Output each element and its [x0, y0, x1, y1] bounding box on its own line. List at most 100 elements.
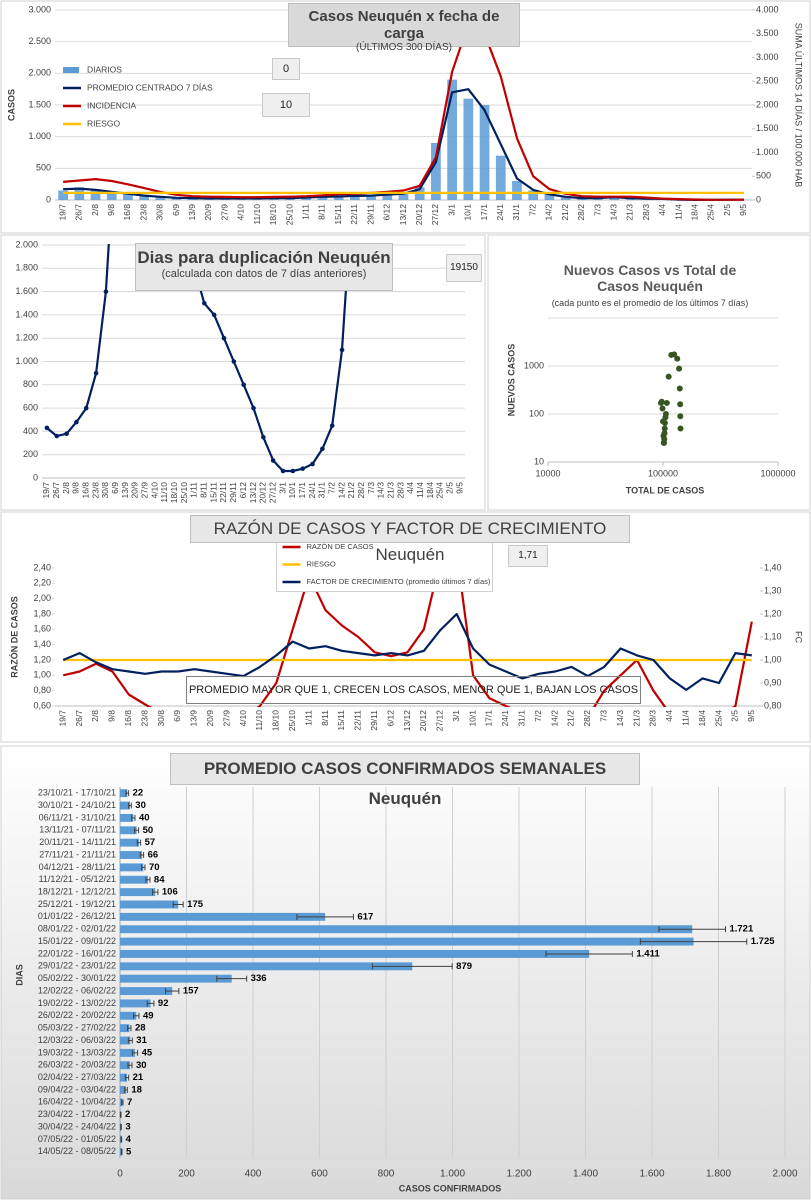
- x-tick-label: 26/7: [74, 204, 84, 221]
- x-tick-label: 1000000: [760, 468, 795, 478]
- x-tick-label: 7/3: [366, 482, 376, 494]
- y-axis-title: RAZÓN DE CASOS: [8, 596, 19, 678]
- x-tick-label: 9/5: [454, 482, 464, 494]
- x-tick-label: 14/2: [544, 204, 554, 221]
- plot-area: [58, 23, 749, 201]
- error-bar: [120, 1148, 123, 1155]
- error-bar: [124, 1074, 130, 1081]
- x-tick-label: 14/3: [615, 710, 625, 727]
- y-tick-label: 14/05/22 - 08/05/22: [38, 1146, 116, 1156]
- x-tick-label: 13/12: [248, 482, 258, 504]
- y-tick-label: 18/12/21 - 12/12/21: [38, 886, 116, 896]
- error-bar: [371, 963, 453, 970]
- y-tick-label: 26/03/22 - 20/03/22: [38, 1060, 116, 1070]
- bar: [120, 813, 134, 822]
- scatter-point: [665, 373, 672, 380]
- marker: [44, 425, 50, 431]
- value-label: 175: [187, 899, 204, 910]
- error-bar: [127, 1025, 132, 1032]
- scatter-point: [661, 419, 668, 426]
- x-tick-label: 24/1: [307, 482, 317, 499]
- bar: [155, 196, 166, 200]
- y-tick-label: 1,60: [33, 624, 51, 634]
- x-tick-label: 30/8: [155, 204, 165, 221]
- error-bar: [145, 876, 151, 883]
- value-label: 45: [142, 1047, 153, 1058]
- y2-tick-label: 1,30: [764, 585, 782, 595]
- marker: [93, 370, 99, 376]
- scatter-point: [661, 425, 668, 432]
- bar: [398, 193, 409, 200]
- bar: [366, 195, 376, 200]
- bar: [120, 888, 156, 897]
- y-tick-label: 1.500: [28, 99, 51, 109]
- value-box: 10: [262, 93, 310, 117]
- value-label: 336: [251, 973, 267, 984]
- scatter-point: [661, 430, 668, 437]
- bar: [120, 801, 130, 810]
- x-tick-label: 21/3: [631, 710, 641, 727]
- x-tick-label: 13/9: [189, 710, 199, 727]
- x-tick-label: 9/5: [746, 710, 756, 722]
- bar: [120, 949, 590, 958]
- x-tick-label: 19/7: [57, 204, 67, 221]
- bar: [90, 189, 101, 200]
- x-tick-label: 3/1: [277, 482, 287, 494]
- x-tick-label: 11/10: [254, 710, 264, 731]
- bar: [120, 838, 139, 847]
- bar: [528, 190, 539, 200]
- x-tick-label: 25/4: [435, 482, 445, 499]
- bar: [120, 826, 137, 835]
- value-label: 1.411: [636, 948, 660, 959]
- bar: [382, 194, 393, 200]
- chart-title: Casos Neuquén x fecha de carga: [308, 8, 500, 42]
- x-tick-label: 10/1: [287, 482, 297, 499]
- error-bar: [658, 926, 726, 933]
- x-tick-label: 4/10: [238, 710, 248, 727]
- y-tick-label: 07/05/22 - 01/05/22: [38, 1134, 116, 1144]
- error-bar: [119, 1111, 122, 1118]
- marker: [74, 419, 79, 425]
- marker: [329, 423, 335, 428]
- y-tick-label: 0,80: [33, 685, 51, 695]
- y-tick-label: 1,20: [33, 654, 51, 664]
- x-tick-label: 6/9: [110, 482, 120, 494]
- plot-area: [62, 567, 753, 707]
- bar: [120, 851, 142, 859]
- y-tick-label: 06/11/21 - 31/10/21: [39, 812, 116, 822]
- x-tick-label: 11/4: [673, 204, 683, 220]
- error-bar: [296, 913, 354, 920]
- value-label: 92: [158, 998, 169, 1009]
- x-tick-label: 6/9: [171, 204, 181, 216]
- x-tick-label: 27/9: [221, 710, 231, 727]
- x-tick-label: 30/8: [156, 710, 166, 727]
- y-tick-label: 1,00: [33, 670, 51, 680]
- y2-tick-label: 0,80: [764, 700, 782, 710]
- x-tick-label: 25/4: [713, 710, 723, 727]
- y2-tick-label: 1,00: [764, 654, 782, 664]
- y-tick-label: 30/10/21 - 24/10/21: [38, 800, 116, 810]
- value-label: 5: [126, 1146, 132, 1157]
- marker: [103, 289, 109, 294]
- x-tick-label: 2/5: [730, 710, 740, 722]
- x-tick-label: 20/12: [414, 204, 424, 226]
- y2-tick-label: 2.500: [756, 76, 779, 86]
- x-tick-label: 23/8: [138, 204, 148, 221]
- error-bar: [121, 1099, 124, 1106]
- bar: [560, 197, 571, 200]
- value-label: 2: [125, 1109, 130, 1120]
- x-tick-label: 7/2: [533, 710, 543, 722]
- x-tick-label: 7/3: [598, 710, 608, 722]
- x-tick-label: 2/5: [444, 482, 454, 494]
- value-label: 40: [139, 812, 150, 823]
- y-axis-title: DIAS: [14, 964, 24, 986]
- scatter-point: [677, 425, 684, 432]
- bar: [120, 1061, 130, 1070]
- marker: [202, 300, 207, 306]
- marker: [64, 431, 69, 437]
- marker: [300, 466, 305, 471]
- bar: [120, 1024, 130, 1033]
- x-axis-title: TOTAL DE CASOS: [626, 485, 705, 495]
- y-axis-title: CASOS: [6, 89, 16, 121]
